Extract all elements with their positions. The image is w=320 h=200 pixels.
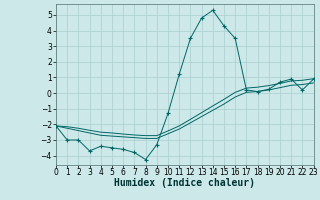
X-axis label: Humidex (Indice chaleur): Humidex (Indice chaleur)	[114, 178, 255, 188]
